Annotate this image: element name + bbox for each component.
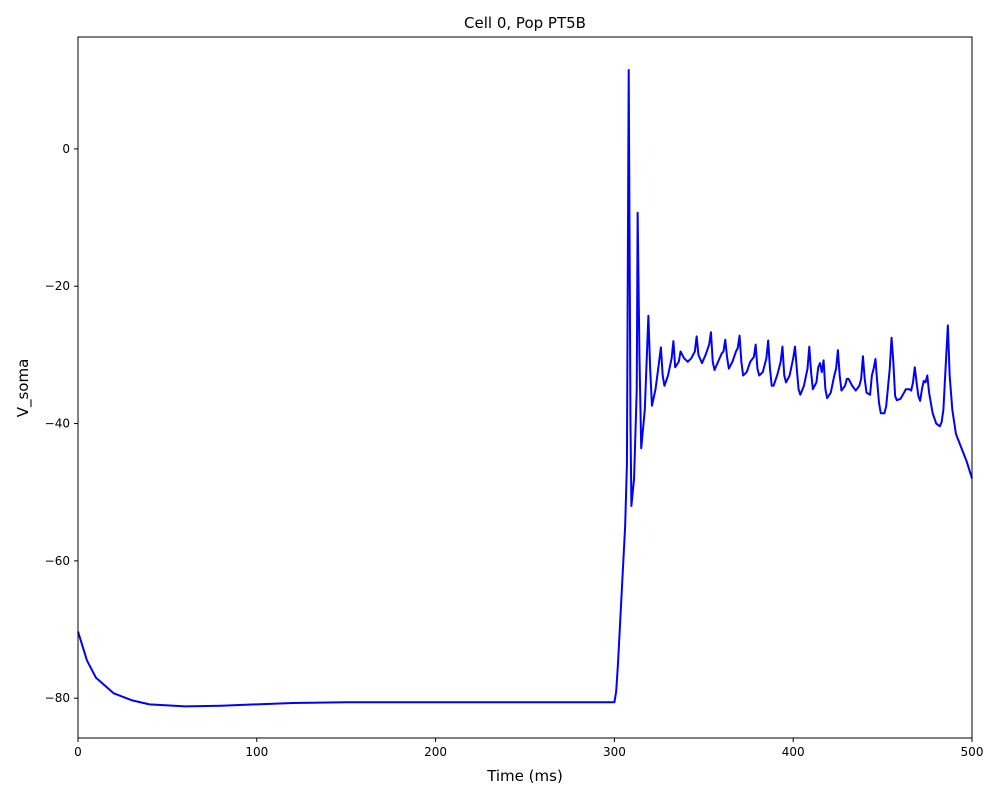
plot-frame xyxy=(77,36,973,739)
chart-title: Cell 0, Pop PT5B xyxy=(464,14,586,32)
x-tick-label: 0 xyxy=(74,745,82,759)
x-tick-label: 500 xyxy=(961,745,984,759)
y-tick-label: −20 xyxy=(45,279,70,293)
x-tick-label: 300 xyxy=(603,745,626,759)
x-tick-label: 200 xyxy=(424,745,447,759)
y-tick-label: −80 xyxy=(45,691,70,705)
y-axis-label: V_soma xyxy=(14,359,33,418)
voltage-line xyxy=(77,68,973,708)
x-tick-label: 400 xyxy=(782,745,805,759)
y-tick-label: −40 xyxy=(45,417,70,431)
x-tick-label: 100 xyxy=(245,745,268,759)
y-tick-label: 0 xyxy=(62,142,70,156)
y-tick-label: −60 xyxy=(45,554,70,568)
x-axis-label: Time (ms) xyxy=(486,767,563,785)
